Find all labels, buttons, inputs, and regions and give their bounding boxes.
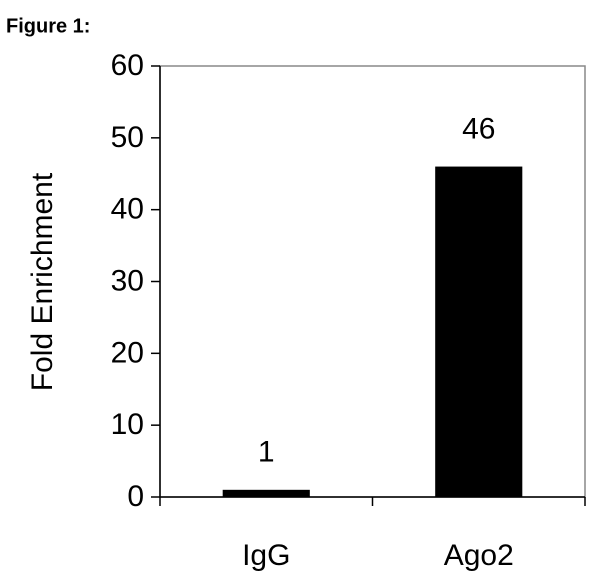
y-tick-label: 30 — [111, 264, 144, 297]
y-tick-label: 50 — [111, 121, 144, 154]
x-tick-label: Ago2 — [444, 539, 514, 572]
y-axis-label: Fold Enrichment — [26, 172, 59, 391]
data-label: 1 — [258, 436, 275, 469]
data-label: 46 — [462, 112, 495, 145]
x-tick-label: IgG — [242, 539, 290, 572]
y-tick-label: 20 — [111, 336, 144, 369]
y-tick-label: 60 — [111, 49, 144, 82]
y-tick-label: 40 — [111, 193, 144, 226]
bar — [435, 166, 523, 498]
bar — [222, 489, 310, 497]
y-tick-label: 10 — [111, 408, 144, 441]
chart-title: Figure 1: — [6, 15, 90, 37]
y-tick-label: 0 — [127, 480, 144, 513]
